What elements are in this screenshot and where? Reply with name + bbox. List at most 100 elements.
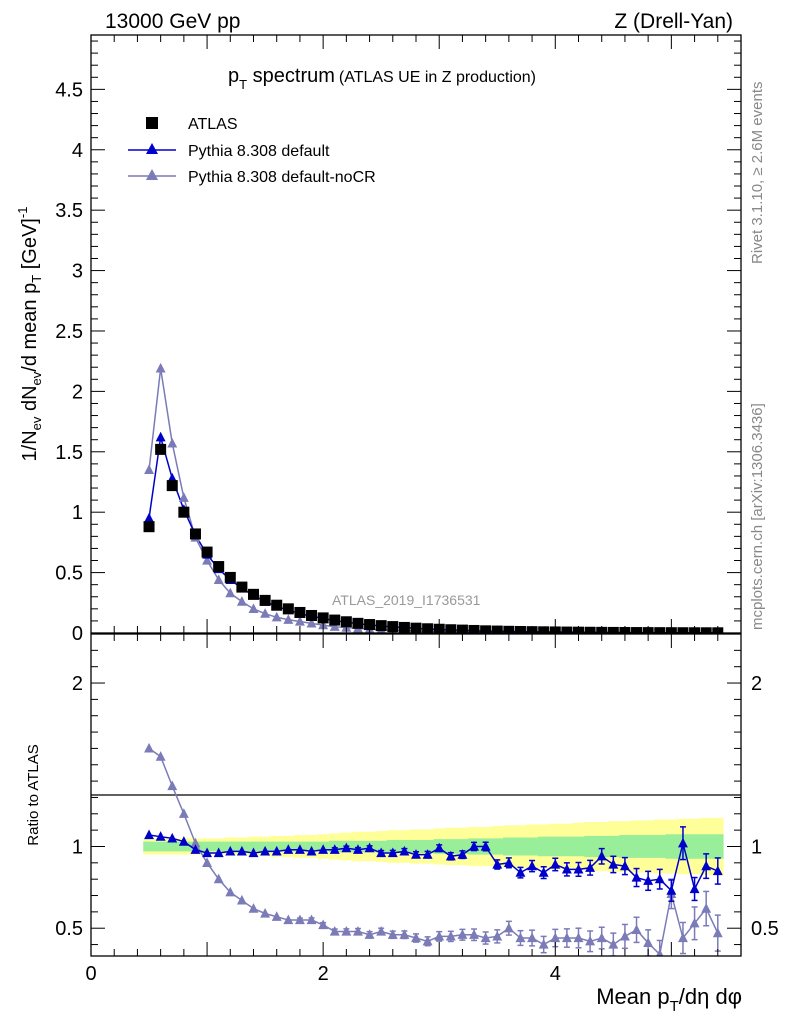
ratio-point-nocr: [306, 914, 317, 925]
point-nocr: [144, 464, 154, 475]
ratio-point-default: [271, 845, 282, 856]
point-atlas: [306, 609, 318, 621]
ratio-point-nocr: [573, 932, 584, 943]
ratio-point-nocr: [411, 932, 421, 943]
ratio-point-default: [608, 858, 619, 869]
point-atlas: [514, 625, 526, 633]
ratio-point-nocr: [445, 930, 456, 941]
ratio-point-nocr: [364, 929, 375, 939]
ratio-y-label: 2: [72, 673, 83, 695]
point-atlas: [166, 480, 178, 492]
ratio-point-nocr: [712, 927, 723, 938]
mcplots-label: mcplots.cern.ch [arXiv:1306.3436]: [749, 403, 766, 630]
ratio-point-default: [561, 863, 572, 874]
legend-label-nocr: Pythia 8.308 default-noCR: [188, 169, 376, 186]
ratio-point-default: [387, 847, 398, 858]
point-atlas: [468, 624, 480, 633]
ratio-point-default: [376, 847, 387, 858]
ratio-point-nocr: [550, 932, 561, 943]
ratio-point-default: [155, 831, 166, 841]
ratio-point-nocr: [236, 894, 247, 905]
point-atlas: [422, 623, 434, 633]
ratio-point-default: [654, 873, 665, 884]
ratio-point-default: [596, 850, 607, 861]
ratio-point-nocr: [631, 924, 642, 934]
ratio-point-nocr: [167, 780, 178, 791]
ratio-point-nocr: [561, 932, 572, 943]
ratio-point-default: [573, 863, 584, 874]
legend-label-atlas: ATLAS: [188, 116, 238, 133]
legend-marker-default: [146, 143, 158, 154]
ratio-point-nocr: [178, 808, 189, 818]
top-y-label: 4.5: [55, 79, 83, 101]
chart-title: pT spectrum (ATLAS UE in Z production): [228, 65, 536, 92]
ratio-y-label-right: 0.5: [751, 918, 779, 940]
point-nocr: [294, 616, 305, 626]
ratio-point-default: [434, 842, 445, 853]
legend-marker-atlas: [146, 117, 158, 129]
point-atlas: [317, 612, 329, 624]
point-atlas: [224, 571, 236, 583]
ratio-point-default: [225, 845, 236, 856]
point-atlas: [445, 624, 457, 633]
ratio-point-default: [167, 832, 178, 843]
ratio-point-nocr: [434, 930, 445, 941]
ratio-point-nocr: [387, 929, 398, 939]
ratio-point-default: [480, 840, 491, 851]
ratio-point-nocr: [155, 751, 166, 761]
ratio-panel-data: [144, 742, 723, 956]
ratio-point-default: [260, 845, 271, 856]
ratio-point-nocr: [689, 917, 700, 928]
ratio-point-default: [469, 840, 479, 851]
point-default: [155, 431, 166, 442]
title-sub: T: [239, 77, 247, 92]
legend: ATLAS Pythia 8.308 default Pythia 8.308 …: [128, 116, 376, 186]
ratio-point-nocr: [527, 932, 538, 943]
ratio-point-nocr: [585, 935, 596, 946]
ratio-point-nocr: [678, 932, 688, 943]
top-y-label: 0: [72, 623, 83, 645]
ratio-y-label: 1: [72, 836, 83, 858]
point-nocr: [155, 362, 166, 373]
ratio-point-default: [689, 883, 700, 894]
ratio-point-nocr: [353, 925, 363, 936]
ratio-point-nocr: [190, 837, 201, 848]
point-atlas: [700, 627, 712, 633]
ratio-point-nocr: [341, 925, 352, 936]
point-nocr: [167, 437, 178, 448]
point-nocr: [225, 587, 236, 598]
point-atlas: [189, 528, 201, 540]
point-atlas: [248, 588, 259, 600]
ratio-point-nocr: [318, 919, 329, 930]
top-y-label: 1: [72, 502, 83, 524]
ratio-point-default: [213, 847, 224, 858]
ratio-y-label-right: 2: [751, 673, 762, 695]
point-atlas: [340, 616, 352, 628]
ratio-point-nocr: [608, 939, 619, 949]
top-y-label: 3: [72, 261, 83, 283]
ratio-point-nocr: [515, 932, 526, 943]
ratio-point-default: [202, 847, 213, 858]
ratio-point-default: [236, 845, 247, 856]
x-axis-label: Mean pT/dη dφ: [596, 984, 742, 1015]
point-default: [144, 512, 154, 523]
point-atlas: [259, 594, 271, 606]
x-tick-label: 4: [550, 963, 561, 985]
point-atlas: [236, 581, 248, 593]
ratio-point-nocr: [656, 948, 664, 956]
ratio-point-default: [306, 845, 317, 856]
header-right: Z (Drell-Yan): [614, 10, 733, 33]
ratio-point-nocr: [260, 908, 271, 918]
legend-label-default: Pythia 8.308 default: [188, 143, 330, 160]
point-nocr: [306, 617, 317, 628]
ratio-point-nocr: [376, 925, 387, 936]
top-y-label: 2: [72, 381, 83, 403]
title-paren: (ATLAS UE in Z production): [339, 69, 536, 86]
ratio-point-default: [144, 829, 154, 840]
ratio-point-nocr: [422, 935, 433, 946]
ratio-point-default: [445, 850, 456, 861]
ratio-point-nocr: [619, 930, 630, 941]
ratio-point-nocr: [480, 932, 491, 943]
ratio-point-default: [538, 867, 549, 877]
ratio-point-default: [701, 860, 712, 871]
